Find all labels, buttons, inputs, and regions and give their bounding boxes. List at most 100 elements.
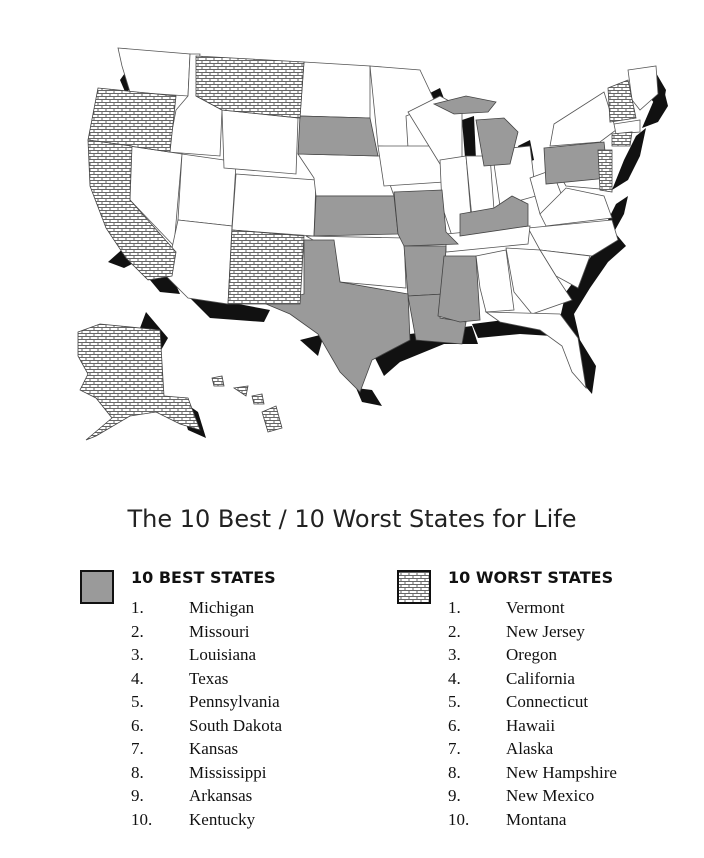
list-rank: 9. [448, 786, 461, 805]
state-georgia [505, 247, 573, 315]
list-rank: 6. [131, 715, 144, 735]
state-arkansas [403, 245, 447, 297]
list-state: Vermont [506, 598, 565, 617]
list-rank: 7. [448, 739, 461, 758]
list-rank: 2. [448, 621, 461, 641]
list-state: Connecticut [506, 692, 589, 711]
list-item: 3. Oregon [448, 645, 617, 669]
list-item: 1. Vermont [448, 598, 617, 622]
list-item: 8. Mississippi [131, 763, 282, 787]
state-connecticut [611, 131, 633, 147]
list-item: 4. California [448, 669, 617, 693]
list-state: Hawaii [506, 715, 556, 735]
list-state: New Hampshire [506, 762, 617, 782]
state-washington [117, 47, 191, 97]
list-rank: 5. [131, 692, 144, 711]
list-rank: 3. [448, 645, 461, 664]
list-item: 6. South Dakota [131, 716, 282, 740]
state-michigan [475, 117, 519, 167]
best-legend-swatch [80, 570, 114, 604]
list-item: 7. Kansas [131, 739, 282, 763]
list-state: Kansas [189, 739, 239, 758]
state-north-dakota [299, 61, 371, 119]
state-vermont-new-hampshire [607, 79, 637, 123]
state-michigan-upper [432, 95, 497, 115]
list-item: 4. Texas [131, 669, 282, 693]
list-rank: 8. [448, 762, 461, 782]
other-states [117, 47, 659, 390]
best-states-list: 1. Michigan 2. Missouri 3. Louisiana 4. Texa… [131, 598, 282, 833]
worst-states [77, 55, 637, 441]
list-item: 5. Pennsylvania [131, 692, 282, 716]
state-alaska [77, 323, 201, 441]
state-hawaii-1 [211, 375, 225, 387]
worst-legend-heading: 10 WORST STATES [448, 568, 614, 587]
list-item: 9. Arkansas [131, 786, 282, 810]
list-item: 8. New Hampshire [448, 763, 617, 787]
list-rank: 8. [131, 762, 144, 782]
state-hawaii-3 [251, 393, 265, 405]
state-california [87, 139, 177, 281]
list-rank: 9. [131, 786, 144, 805]
state-alabama [475, 249, 515, 313]
list-state: South Dakota [189, 715, 283, 735]
list-state: New Jersey [506, 621, 585, 641]
list-item: 7. Alaska [448, 739, 617, 763]
state-florida [484, 311, 587, 390]
list-item: 1. Michigan [131, 598, 282, 622]
list-item: 2. New Jersey [448, 622, 617, 646]
list-item: 10. Montana [448, 810, 617, 834]
list-rank: 10. [448, 809, 470, 829]
state-kansas [313, 195, 399, 237]
list-state: Missouri [189, 621, 250, 641]
state-mississippi [437, 255, 481, 323]
list-state: Texas [189, 668, 229, 688]
list-item: 2. Missouri [131, 622, 282, 646]
list-item: 9. New Mexico [448, 786, 617, 810]
list-state: New Mexico [506, 786, 595, 805]
list-rank: 1. [131, 598, 144, 617]
list-state: Montana [506, 809, 567, 829]
list-rank: 1. [448, 598, 461, 617]
state-utah [177, 153, 237, 227]
list-rank: 4. [448, 668, 461, 688]
list-state: California [506, 668, 575, 688]
state-wyoming [221, 109, 299, 175]
list-rank: 10. [131, 809, 153, 829]
list-state: Kentucky [189, 809, 256, 829]
state-south-dakota [297, 115, 379, 157]
worst-states-list: 1. Vermont 2. New Jersey 3. Oregon 4. Califo… [448, 598, 617, 833]
list-item: 5. Connecticut [448, 692, 617, 716]
state-virginia [539, 187, 613, 227]
list-rank: 3. [131, 645, 144, 664]
list-state: Alaska [506, 739, 554, 758]
list-item: 6. Hawaii [448, 716, 617, 740]
page-title: The 10 Best / 10 Worst States for Life [127, 505, 577, 533]
state-montana [195, 55, 305, 119]
state-missouri [393, 189, 459, 247]
us-states-map [77, 47, 668, 441]
state-kentucky [459, 195, 529, 237]
state-new-mexico [227, 229, 305, 305]
best-legend-heading: 10 BEST STATES [131, 568, 276, 587]
state-oregon [87, 87, 177, 153]
state-massachusetts-ri [613, 119, 641, 135]
list-state: Arkansas [189, 786, 253, 805]
state-new-york [549, 91, 617, 147]
list-item: 10. Kentucky [131, 810, 282, 834]
best-states [264, 95, 609, 393]
worst-legend-swatch [397, 570, 431, 604]
list-state: Louisiana [189, 645, 257, 664]
list-rank: 6. [448, 715, 461, 735]
list-state: Michigan [189, 598, 255, 617]
list-rank: 7. [131, 739, 144, 758]
state-colorado [231, 173, 317, 237]
state-wisconsin [407, 95, 463, 165]
list-state: Oregon [506, 645, 557, 664]
list-rank: 4. [131, 668, 144, 688]
list-rank: 5. [448, 692, 461, 711]
list-rank: 2. [131, 621, 144, 641]
list-state: Mississippi [189, 762, 267, 782]
state-north-carolina [527, 219, 619, 257]
list-item: 3. Louisiana [131, 645, 282, 669]
